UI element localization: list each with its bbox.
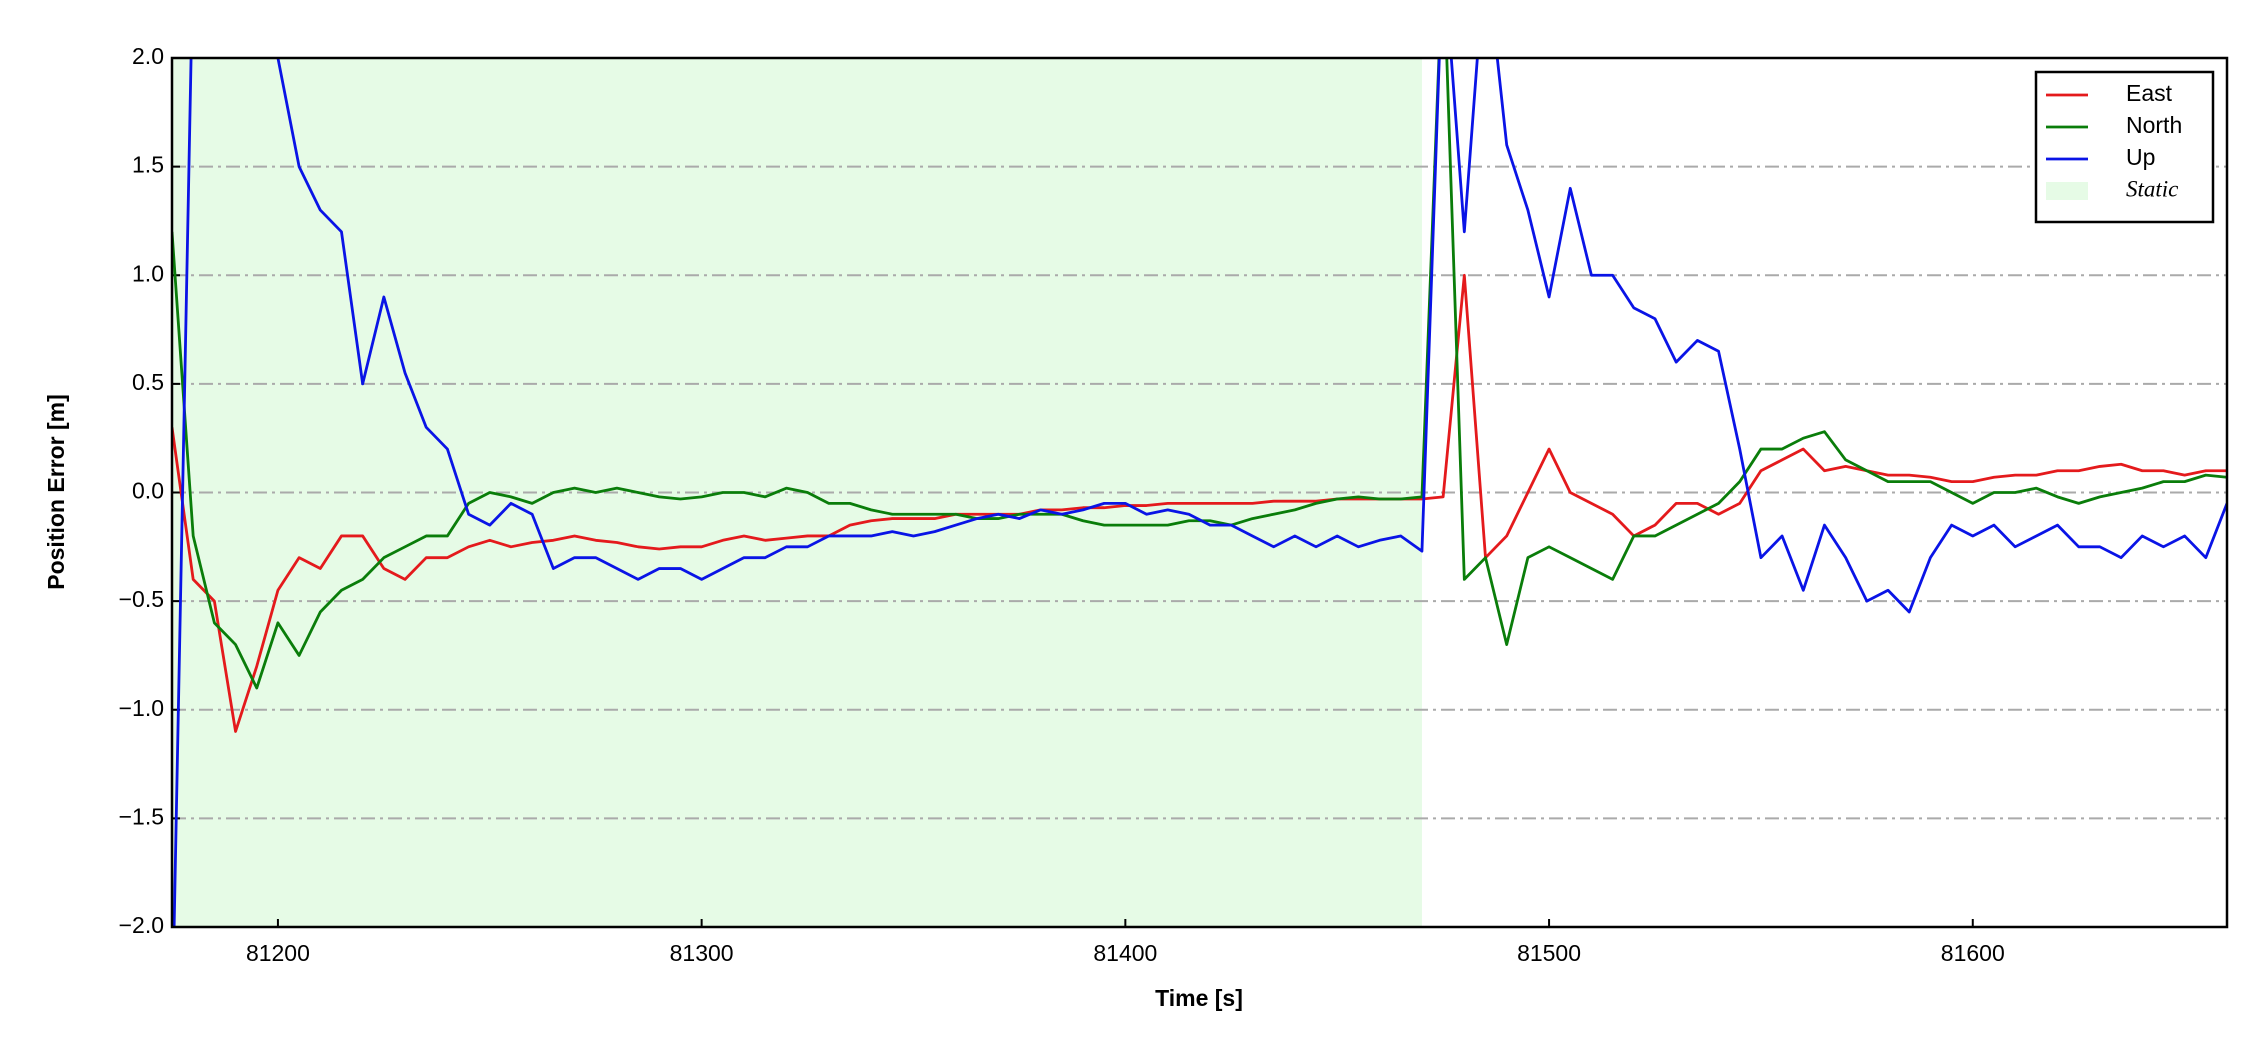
y-tick-label: 2.0: [132, 43, 164, 69]
legend-swatch: [2046, 182, 2088, 200]
y-axis-label: Position Error [m]: [43, 394, 69, 590]
x-axis-label: Time [s]: [1155, 985, 1243, 1011]
series-line: [172, 58, 2227, 927]
x-tick-label: 81300: [670, 940, 734, 966]
y-tick-label: −2.0: [119, 912, 164, 938]
y-tick-label: −0.5: [119, 586, 164, 612]
y-tick-label: 1.0: [132, 260, 164, 286]
legend-label: Up: [2126, 144, 2155, 170]
legend-label: East: [2126, 80, 2173, 106]
x-tick-label: 81600: [1941, 940, 2005, 966]
legend: East North Up Static: [2034, 70, 2215, 224]
x-tick-label: 81200: [246, 940, 310, 966]
y-tick-label: 0.0: [132, 478, 164, 504]
x-tick-label: 81400: [1093, 940, 1157, 966]
legend-label: North: [2126, 112, 2182, 138]
series-line: [172, 273, 2227, 733]
plot-frame: [170, 56, 2229, 929]
y-tick-label: 0.5: [132, 369, 164, 395]
y-tick-label: −1.5: [119, 803, 164, 829]
x-tick-label: 81500: [1517, 940, 1581, 966]
y-tick-label: −1.0: [119, 695, 164, 721]
y-tick-label: 1.5: [132, 152, 164, 178]
legend-label: Static: [2126, 176, 2178, 201]
